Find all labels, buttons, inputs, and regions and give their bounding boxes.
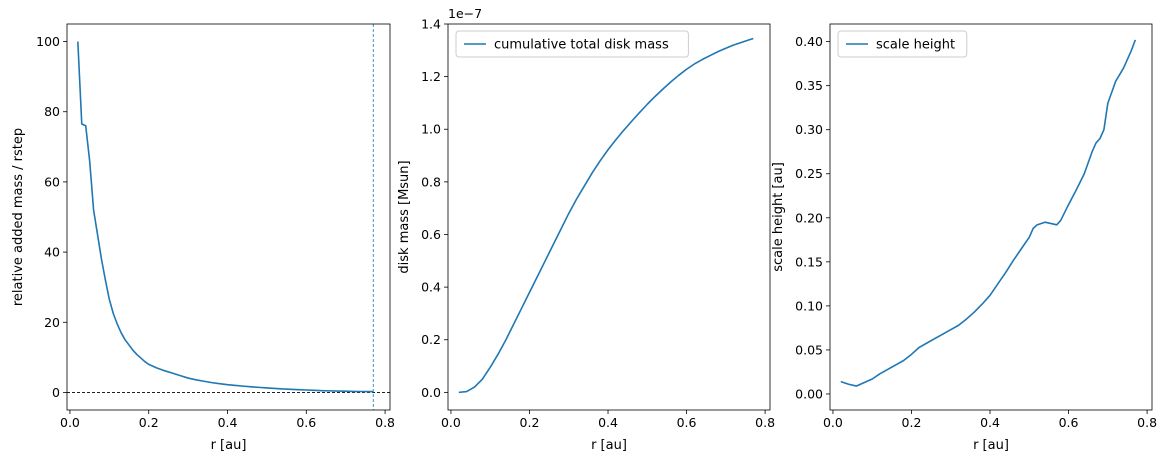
axes-frame xyxy=(66,23,391,411)
x-tick-label: 0.0 xyxy=(60,415,80,430)
y-tick-label: 100 xyxy=(36,34,60,49)
x-tick-label: 0.0 xyxy=(441,415,461,430)
y-tick-label: 60 xyxy=(44,174,60,189)
y-tick-label: 0.35 xyxy=(795,78,823,93)
x-tick-label: 0.4 xyxy=(598,415,618,430)
y-tick-label: 0 xyxy=(52,385,60,400)
x-axis-label: r [au] xyxy=(591,438,627,453)
y-tick-label: 0.6 xyxy=(421,227,441,242)
y-tick-label: 0.20 xyxy=(795,210,823,225)
axes-frame xyxy=(447,23,771,411)
y-tick-label: 0.05 xyxy=(795,342,823,357)
y-tick-label: 0.10 xyxy=(795,298,823,313)
chart-panel-2: 0.0 0.2 0.4 0.6 0.8 0.0 0.2 0.4 0.6 0.8 1.0 1.2 1.4 r… xyxy=(397,6,775,453)
y-axis-offset-text: 1e−7 xyxy=(448,6,482,21)
y-tick-label: 20 xyxy=(44,315,60,330)
y-tick-label: 0.25 xyxy=(795,166,823,181)
series-line-1 xyxy=(840,39,1137,387)
y-tick-label: 0.2 xyxy=(421,332,441,347)
legend: scale height xyxy=(837,30,968,58)
x-tick-label: 0.8 xyxy=(375,415,395,430)
y-tick-label: 1.4 xyxy=(421,17,441,32)
x-tick-label: 0.2 xyxy=(520,415,540,430)
series-line-1 xyxy=(458,37,754,394)
y-tick-label: 0.00 xyxy=(795,386,823,401)
x-axis-label: r [au] xyxy=(211,438,247,453)
y-tick-label: 1.2 xyxy=(421,69,441,84)
y-axis-label: relative added mass / rstep xyxy=(11,128,26,306)
y-tick-label: 40 xyxy=(44,245,60,260)
x-tick-label: 0.2 xyxy=(139,415,159,430)
chart-panel-3: 0.0 0.2 0.4 0.6 0.8 0.00 0.05 0.10 0.15 0.20 0.25 0… xyxy=(771,23,1157,453)
x-tick-label: 0.2 xyxy=(902,415,922,430)
x-axis-label: r [au] xyxy=(973,438,1009,453)
y-axis-label: disk mass [Msun] xyxy=(397,160,412,273)
y-tick-label: 80 xyxy=(44,104,60,119)
x-tick-label: 0.6 xyxy=(296,415,316,430)
legend-entry-label: scale height xyxy=(876,38,955,53)
x-tick-label: 0.0 xyxy=(823,415,843,430)
y-tick-label: 0.8 xyxy=(421,174,441,189)
axes-frame xyxy=(829,23,1153,411)
y-tick-label: 0.30 xyxy=(795,122,823,137)
y-tick-label: 0.15 xyxy=(795,254,823,269)
y-tick-label: 0.0 xyxy=(421,385,441,400)
y-tick-label: 0.40 xyxy=(795,34,823,49)
y-tick-label: 1.0 xyxy=(421,122,441,137)
x-tick-label: 0.4 xyxy=(218,415,238,430)
chart-panel-1: 0.0 0.2 0.4 0.6 0.8 0 20 40 60 80 100 r [au] relativ… xyxy=(11,23,395,453)
series-line-1 xyxy=(77,41,374,393)
y-tick-label: 0.4 xyxy=(421,280,441,295)
legend-box xyxy=(837,30,968,58)
x-tick-label: 0.6 xyxy=(1059,415,1079,430)
x-tick-label: 0.6 xyxy=(677,415,697,430)
x-tick-label: 0.8 xyxy=(755,415,775,430)
legend-entry-label: cumulative total disk mass xyxy=(494,38,669,53)
legend: cumulative total disk mass xyxy=(455,30,689,58)
x-tick-label: 0.4 xyxy=(980,415,1000,430)
legend-box xyxy=(455,30,689,58)
y-axis-label: scale height [au] xyxy=(771,162,786,272)
x-tick-label: 0.8 xyxy=(1137,415,1157,430)
